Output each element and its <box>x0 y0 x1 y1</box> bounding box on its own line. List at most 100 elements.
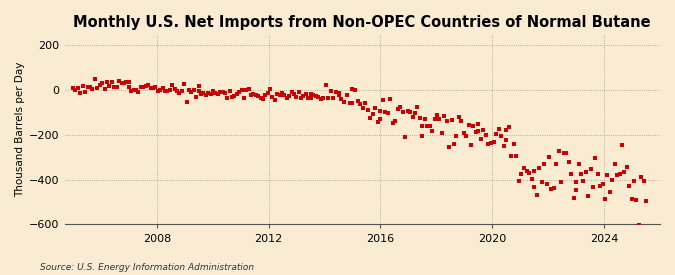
Point <box>511 153 522 158</box>
Point <box>549 186 560 190</box>
Point <box>622 165 632 169</box>
Point <box>402 109 413 113</box>
Point <box>508 142 519 146</box>
Point <box>375 117 386 121</box>
Point <box>350 88 360 93</box>
Point <box>551 162 562 166</box>
Point <box>506 153 517 158</box>
Point <box>101 80 112 84</box>
Point <box>300 92 311 96</box>
Point <box>407 115 418 119</box>
Point <box>387 120 398 125</box>
Point <box>534 166 545 170</box>
Point <box>284 94 294 98</box>
Point <box>483 142 494 146</box>
Point <box>488 140 499 144</box>
Point <box>303 96 314 100</box>
Point <box>253 94 264 98</box>
Point <box>198 91 209 95</box>
Point <box>573 162 584 167</box>
Point <box>188 87 199 92</box>
Point <box>310 94 321 98</box>
Point <box>595 184 605 189</box>
Point <box>380 110 391 114</box>
Point <box>439 113 450 118</box>
Point <box>578 179 589 183</box>
Point <box>536 180 547 184</box>
Point <box>296 96 306 100</box>
Point <box>612 173 622 178</box>
Point <box>260 92 271 97</box>
Point <box>377 97 388 102</box>
Point <box>208 89 219 93</box>
Point <box>590 156 601 160</box>
Point <box>124 85 134 89</box>
Point <box>599 197 610 201</box>
Point <box>529 185 539 189</box>
Point <box>293 90 304 94</box>
Point <box>521 169 532 173</box>
Point <box>571 188 582 192</box>
Point <box>321 83 331 88</box>
Point <box>227 95 238 99</box>
Point <box>429 117 440 121</box>
Point <box>463 123 474 128</box>
Point <box>614 172 625 176</box>
Point <box>142 83 153 87</box>
Point <box>241 88 252 92</box>
Point <box>473 122 484 126</box>
Point <box>626 197 637 201</box>
Point <box>395 105 406 109</box>
Point <box>138 85 148 89</box>
Point <box>95 83 105 87</box>
Point <box>478 128 489 132</box>
Point <box>315 97 326 101</box>
Point <box>234 90 244 95</box>
Point <box>468 123 479 128</box>
Point <box>556 180 567 184</box>
Point <box>171 89 182 94</box>
Point <box>107 80 117 84</box>
Point <box>546 186 557 191</box>
Point <box>308 93 319 97</box>
Point <box>328 96 339 100</box>
Point <box>291 95 302 99</box>
Point <box>136 85 146 89</box>
Point <box>493 127 504 131</box>
Point <box>200 93 211 98</box>
Point <box>165 87 176 92</box>
Point <box>219 91 230 95</box>
Point <box>518 166 529 170</box>
Point <box>232 92 242 96</box>
Point <box>124 80 134 84</box>
Point <box>619 170 630 174</box>
Point <box>566 172 576 176</box>
Point <box>336 97 347 101</box>
Point <box>641 199 651 203</box>
Point <box>373 120 383 124</box>
Point <box>305 92 316 97</box>
Point <box>431 113 442 118</box>
Point <box>184 88 194 92</box>
Point <box>75 90 86 95</box>
Point <box>68 86 78 90</box>
Point <box>121 79 132 84</box>
Point <box>375 109 386 114</box>
Point <box>80 90 90 94</box>
Point <box>202 91 213 95</box>
Point <box>365 116 376 120</box>
Point <box>636 175 647 180</box>
Point <box>97 81 107 85</box>
Point <box>638 179 649 184</box>
Point <box>298 94 308 98</box>
Point <box>109 85 119 89</box>
Point <box>116 81 127 85</box>
Point <box>70 88 81 93</box>
Point <box>99 87 110 91</box>
Point <box>610 162 620 166</box>
Point <box>397 110 408 115</box>
Point <box>441 119 452 123</box>
Point <box>162 89 173 93</box>
Point <box>456 119 466 123</box>
Point <box>331 90 342 94</box>
